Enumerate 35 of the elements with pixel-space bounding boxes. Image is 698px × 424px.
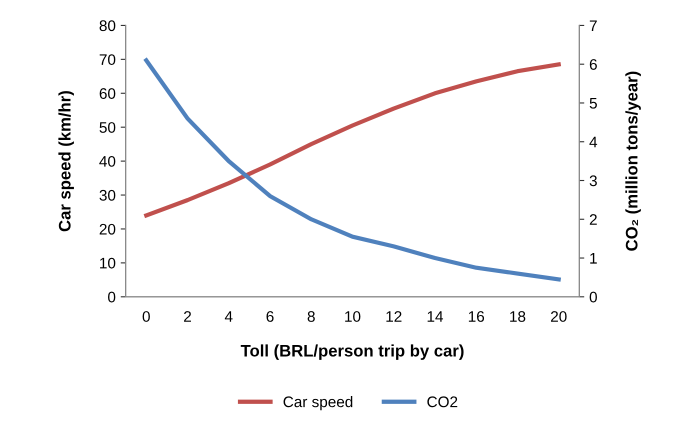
y-tick-label: 10: [100, 258, 116, 269]
y2-tick-label: 1: [590, 253, 597, 264]
y2-tick-label: 5: [590, 98, 597, 109]
y2-tick-label: 7: [590, 20, 597, 31]
x-axis-title: Toll (BRL/person trip by car): [240, 344, 464, 360]
x-tick-label: 8: [308, 311, 315, 322]
y2-tick-label: 3: [590, 175, 597, 186]
y-tick-label: 40: [99, 156, 116, 167]
y-tick-label: 60: [100, 88, 116, 99]
x-tick-label: 20: [550, 311, 567, 322]
x-tick-label: 6: [266, 311, 274, 322]
x-tick-label: 14: [428, 311, 444, 322]
line-series: [144, 62, 561, 218]
y-axis-title: Car speed (km/hr): [58, 91, 74, 232]
y2-tick-label: 6: [590, 59, 597, 70]
legend-label: Car speed: [284, 396, 352, 410]
y-tick-label: 30: [100, 190, 116, 201]
y-tick-label: 70: [100, 54, 116, 66]
y-tick-label: 0: [108, 292, 116, 302]
x-tick-label: 4: [224, 311, 233, 322]
x-tick-label: 10: [345, 311, 360, 322]
y-tick-label: 20: [100, 224, 116, 235]
x-tick-label: 0: [142, 311, 150, 322]
x-tick-label: 12: [386, 311, 402, 322]
x-tick-label: 2: [184, 311, 191, 322]
y-tick-label: 50: [100, 122, 116, 133]
y-tick-label: 80: [100, 20, 116, 32]
x-tick-label: 18: [510, 311, 526, 322]
line-series: [144, 58, 561, 282]
y2-axis-title: CO₂ (million tons/year): [625, 72, 641, 251]
y2-tick-label: 4: [589, 136, 598, 148]
x-tick-label: 16: [468, 311, 484, 322]
legend-label: CO2: [427, 396, 458, 408]
y2-tick-label: 2: [590, 214, 597, 225]
y2-tick-label: 0: [590, 292, 597, 302]
